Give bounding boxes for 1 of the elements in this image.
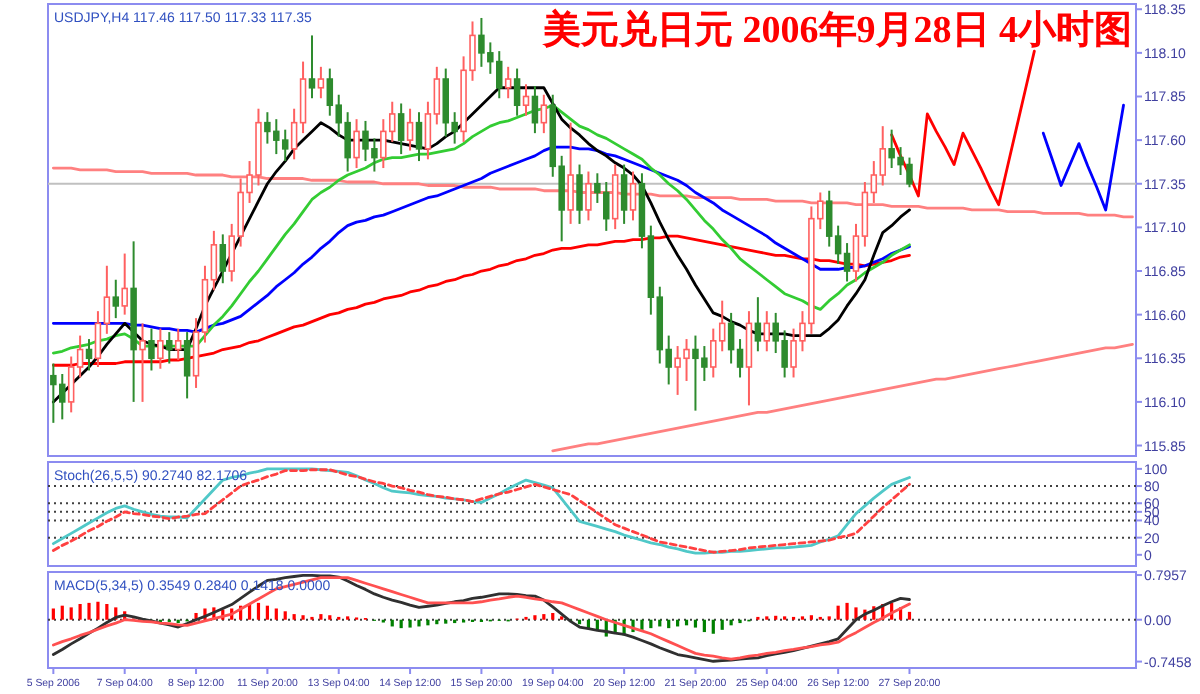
chart-title: 美元兑日元 2006年9月28日 4小时图 — [541, 8, 1132, 52]
